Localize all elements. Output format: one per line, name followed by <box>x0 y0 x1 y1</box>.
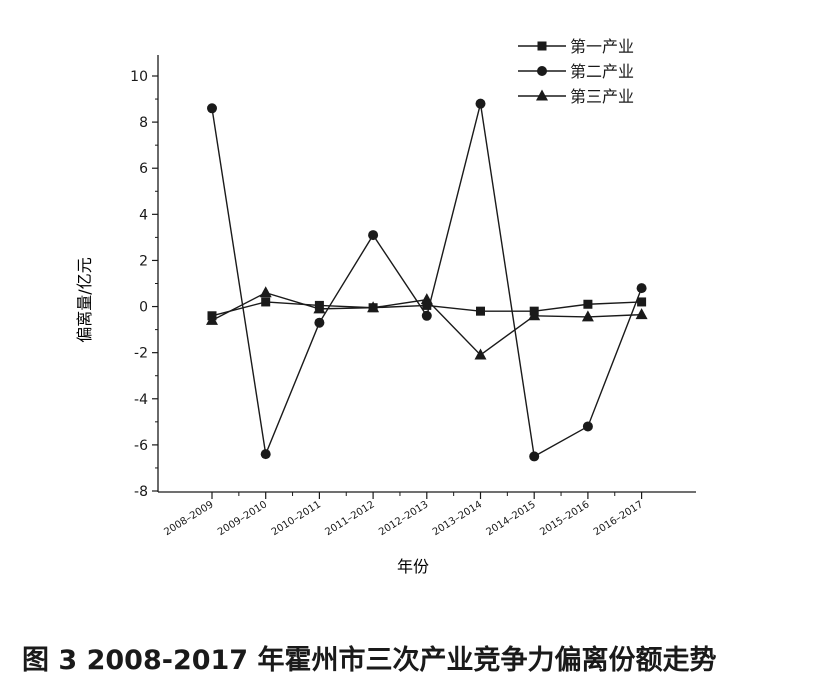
data-point <box>314 317 325 328</box>
data-point <box>637 297 647 307</box>
legend-marker <box>537 41 547 51</box>
series-line <box>211 103 643 458</box>
x-tick-label: 2009–2010 <box>216 499 269 538</box>
data-point <box>259 286 272 298</box>
data-point <box>260 449 271 460</box>
y-tick-label: 4 <box>139 207 148 223</box>
data-point <box>422 300 432 310</box>
x-tick-label: 2011–2012 <box>323 499 376 538</box>
y-tick-label: 0 <box>139 300 148 316</box>
legend-label: 第三产业 <box>570 87 634 106</box>
data-point <box>474 348 487 360</box>
x-tick-label: 2014–2015 <box>485 499 538 538</box>
x-tick-label: 2008–2009 <box>162 499 215 538</box>
y-tick-label: 2 <box>139 253 148 269</box>
data-point <box>261 297 271 307</box>
series-2 <box>207 98 647 462</box>
data-point <box>368 230 379 241</box>
series-3 <box>206 286 648 360</box>
legend-marker <box>537 66 547 76</box>
data-point <box>583 299 593 309</box>
x-tick-label: 2016–2017 <box>592 499 645 538</box>
data-point <box>313 302 326 314</box>
data-point <box>528 309 541 321</box>
data-point <box>635 308 648 320</box>
figure-caption: 图 3 2008-2017 年霍州市三次产业竞争力偏离份额走势 <box>22 645 717 676</box>
data-point <box>581 310 594 322</box>
data-point <box>476 306 485 316</box>
y-tick-label: -6 <box>134 438 148 454</box>
data-point <box>475 98 486 109</box>
data-point <box>206 313 218 325</box>
data-point <box>636 283 647 294</box>
legend-item: 第三产业 <box>518 87 634 106</box>
data-point <box>420 293 433 305</box>
legend-marker <box>536 89 548 101</box>
legend-label: 第二产业 <box>570 62 634 81</box>
x-tick-label: 2010–2011 <box>270 499 323 538</box>
x-tick-label: 2012–2013 <box>377 499 430 538</box>
data-point <box>421 310 432 321</box>
x-axis-label: 年份 <box>397 557 429 576</box>
x-tick-label: 2013–2014 <box>431 499 484 538</box>
legend-item: 第一产业 <box>518 37 634 56</box>
legend-label: 第一产业 <box>570 37 634 56</box>
data-point <box>367 301 380 313</box>
data-point <box>529 451 540 462</box>
y-tick-label: 10 <box>130 69 148 85</box>
y-tick-label: -8 <box>134 484 148 500</box>
x-tick-label: 2015–2016 <box>538 499 591 538</box>
y-tick-label: 8 <box>139 115 148 131</box>
y-tick-label: 6 <box>139 161 148 177</box>
data-point <box>582 421 593 432</box>
y-tick-label: -2 <box>134 346 148 362</box>
data-point <box>207 103 217 114</box>
legend-item: 第二产业 <box>518 62 634 81</box>
y-tick-label: -4 <box>134 392 148 408</box>
series-layer <box>206 98 648 462</box>
y-axis-label: 偏离量/亿元 <box>75 257 94 342</box>
